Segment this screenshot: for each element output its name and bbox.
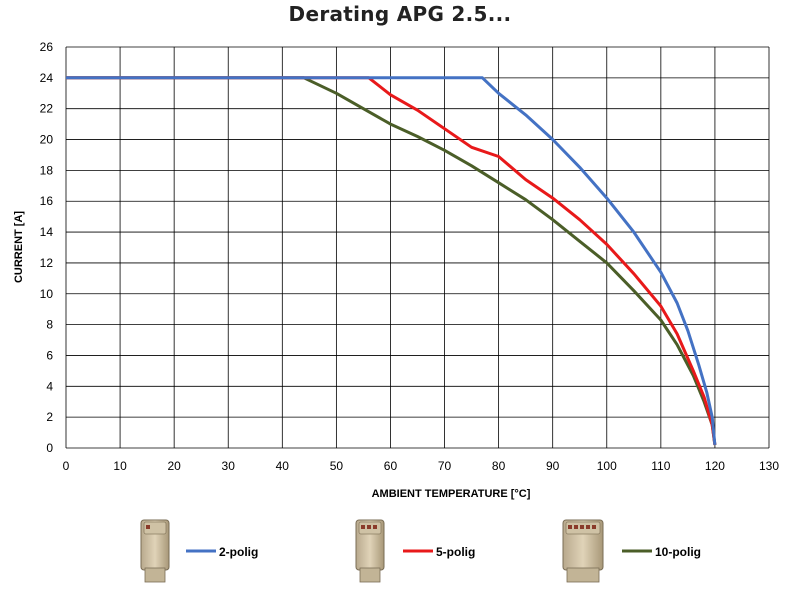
legend-label: 10-polig (655, 545, 701, 559)
y-tick-label: 0 (46, 441, 53, 455)
series-line-2-polig (66, 76, 717, 446)
chart-grid (65, 46, 770, 449)
y-tick-label: 8 (46, 318, 53, 332)
x-tick-label: 50 (330, 459, 344, 473)
series-line-10-polig (66, 76, 717, 446)
y-tick-label: 14 (40, 225, 54, 239)
x-tick-label: 90 (546, 459, 560, 473)
x-tick-label: 100 (597, 459, 617, 473)
x-axis-label: AMBIENT TEMPERATURE [°C] (372, 488, 531, 500)
connector-icon (562, 519, 604, 583)
y-tick-label: 6 (46, 348, 53, 362)
x-tick-label: 80 (492, 459, 506, 473)
x-axis-ticks: 0 10 20 30 40 50 60 70 80 90 100 110 120 130 (63, 459, 780, 473)
x-tick-label: 70 (438, 459, 452, 473)
legend-item: 5-polig (355, 519, 475, 583)
legend-item: 2-polig (140, 519, 258, 583)
x-tick-label: 120 (705, 459, 725, 473)
connector-icon (355, 519, 385, 583)
y-tick-label: 26 (40, 40, 54, 54)
x-tick-label: 0 (63, 459, 70, 473)
x-tick-label: 40 (276, 459, 290, 473)
x-tick-label: 20 (167, 459, 181, 473)
legend-item: 10-polig (562, 519, 701, 583)
x-tick-label: 30 (222, 459, 236, 473)
y-tick-label: 10 (40, 287, 54, 301)
y-tick-label: 20 (40, 133, 54, 147)
y-tick-label: 18 (40, 163, 54, 177)
x-tick-label: 60 (384, 459, 398, 473)
y-tick-label: 4 (46, 379, 53, 393)
chart-title: Derating APG 2.5... (288, 2, 512, 26)
y-tick-label: 16 (40, 194, 54, 208)
chart-legend: 2-polig 5-polig 10-polig (140, 519, 701, 583)
x-tick-label: 110 (651, 459, 670, 473)
y-tick-label: 24 (40, 71, 54, 85)
x-tick-label: 10 (113, 459, 127, 473)
connector-icon (140, 519, 170, 583)
series-line-5-polig (66, 76, 717, 446)
chart-series (66, 76, 717, 446)
legend-label: 2-polig (219, 545, 258, 559)
x-tick-label: 130 (759, 459, 779, 473)
legend-label: 5-polig (436, 545, 475, 559)
y-tick-label: 22 (40, 102, 54, 116)
y-tick-label: 12 (40, 256, 54, 270)
y-axis-label: CURRENT [A] (13, 211, 25, 283)
y-tick-label: 2 (46, 410, 53, 424)
